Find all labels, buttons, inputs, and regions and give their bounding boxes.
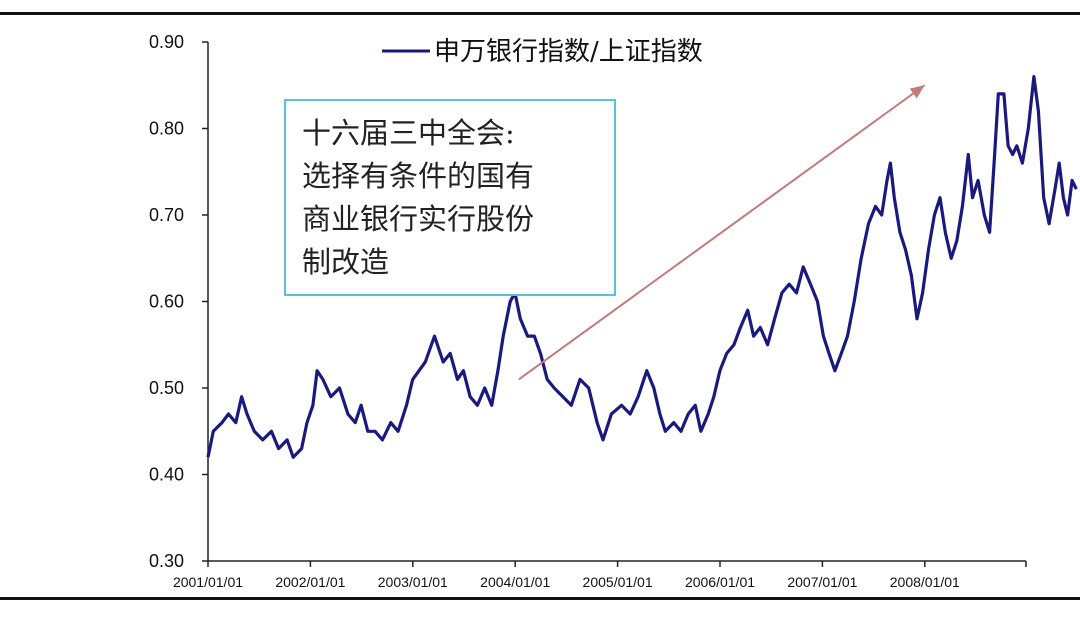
chart-frame: [0, 12, 1080, 600]
x-axis: 2001/01/01 2002/01/01 2003/01/01 2004/01/01…: [173, 560, 1027, 590]
y-tick-label: 0.30: [149, 551, 184, 571]
y-tick-label: 0.80: [149, 119, 184, 139]
annotation-line-4: 制改造: [302, 245, 389, 279]
x-tick-label: 2005/01/01: [583, 574, 653, 590]
annotation-line-2: 选择有条件的国有: [302, 159, 534, 193]
y-axis: 0.90 0.80 0.70 0.60 0.50 0.40 0.30: [149, 32, 209, 571]
y-tick-label: 0.50: [149, 378, 184, 398]
legend-label: 申万银行指数/上证指数: [434, 37, 703, 67]
y-tick-label: 0.40: [149, 465, 184, 485]
x-tick-label: 2008/01/01: [890, 574, 960, 590]
x-tick-label: 2006/01/01: [685, 574, 755, 590]
series-line: [206, 75, 1078, 459]
y-tick-label: 0.60: [149, 292, 184, 312]
x-tick-label: 2001/01/01: [173, 574, 243, 590]
x-tick-label: 2007/01/01: [787, 574, 857, 590]
y-tick-label: 0.90: [149, 32, 184, 52]
annotation-line-3: 商业银行实行股份: [302, 202, 534, 236]
trend-arrow: [518, 84, 926, 381]
y-tick-label: 0.70: [149, 205, 184, 225]
x-tick-label: 2003/01/01: [378, 574, 448, 590]
annotation-border: [284, 99, 616, 296]
series-layer: [206, 75, 1078, 459]
annotation-line-1: 十六届三中全会:: [302, 116, 515, 150]
legend: 申万银行指数/上证指数: [382, 37, 703, 67]
annotation-box: 十六届三中全会: 选择有条件的国有 商业银行实行股份 制改造: [284, 99, 616, 296]
arrow-head: [909, 85, 925, 99]
x-tick-label: 2002/01/01: [275, 574, 345, 590]
x-tick-label: 2004/01/01: [480, 574, 550, 590]
arrow-shaft: [518, 84, 926, 381]
